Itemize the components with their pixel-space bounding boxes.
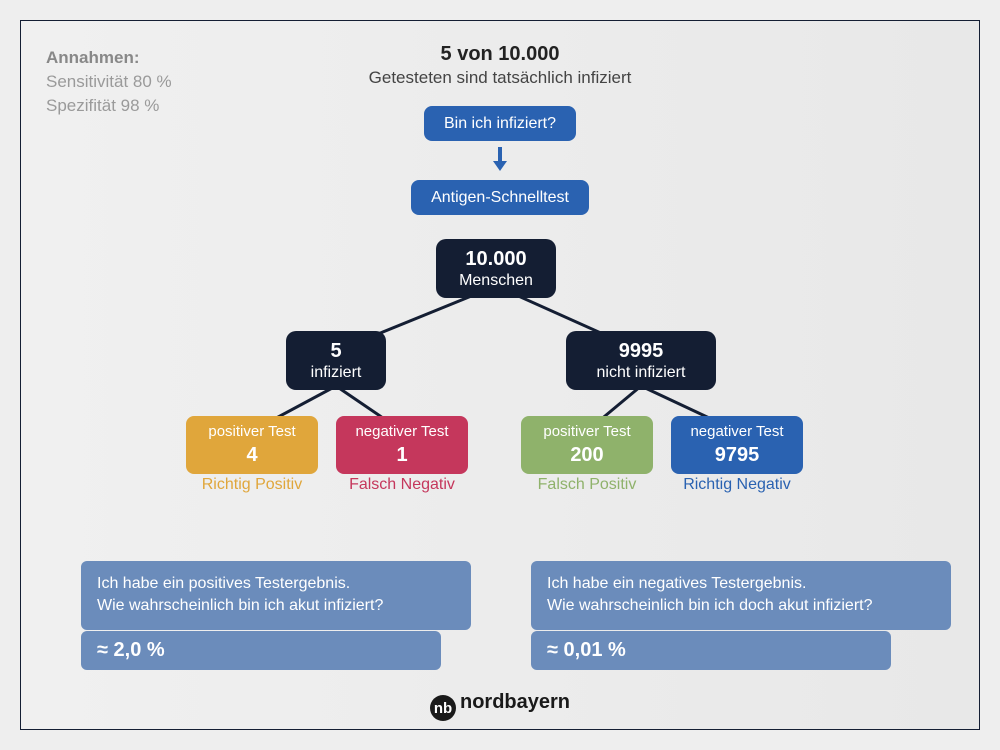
leaf-label: positiver Test xyxy=(208,423,295,440)
caption-true-positive: Richtig Positiv xyxy=(186,476,318,494)
question-chip: Bin ich infiziert? xyxy=(424,106,576,141)
title-block: 5 von 10.000 Getesteten sind tatsächlich… xyxy=(21,43,979,88)
result-pos-line1: Ich habe ein positives Testergebnis. xyxy=(97,573,455,595)
brand-name: nordbayern xyxy=(460,691,570,713)
frame: Annahmen: Sensitivität 80 % Spezifität 9… xyxy=(20,20,980,730)
result-positive-question: Ich habe ein positives Testergebnis. Wie… xyxy=(81,561,471,630)
leaf-label: negativer Test xyxy=(355,423,448,440)
leaf-false-negative: negativer Test 1 xyxy=(336,416,468,474)
title-sub: Getesteten sind tatsächlich infiziert xyxy=(21,68,979,88)
title-main: 5 von 10.000 xyxy=(21,43,979,66)
root-number: 10.000 xyxy=(450,247,542,271)
result-neg-line1: Ich habe ein negatives Testergebnis. xyxy=(547,573,935,595)
leaf-label: negativer Test xyxy=(690,423,783,440)
leaf-number: 200 xyxy=(529,442,645,468)
leaf-false-positive: positiver Test 200 xyxy=(521,416,653,474)
leaf-label: positiver Test xyxy=(543,423,630,440)
leaf-number: 9795 xyxy=(679,442,795,468)
not-infected-number: 9995 xyxy=(580,339,702,363)
leaf-true-negative: negativer Test 9795 xyxy=(671,416,803,474)
test-chip: Antigen-Schnelltest xyxy=(411,180,589,215)
root-label: Menschen xyxy=(459,272,533,289)
result-negative-value: ≈ 0,01 % xyxy=(531,631,891,670)
tree-infected: 5 infiziert xyxy=(286,331,386,390)
result-pos-line2: Wie wahrscheinlich bin ich akut infizier… xyxy=(97,595,455,617)
flow-block: Bin ich infiziert? Antigen-Schnelltest xyxy=(21,106,979,215)
brand-logo-icon: nb xyxy=(430,695,456,721)
leaf-true-positive: positiver Test 4 xyxy=(186,416,318,474)
tree-not-infected: 9995 nicht infiziert xyxy=(566,331,716,390)
brand: nbnordbayern xyxy=(21,691,979,722)
caption-false-positive: Falsch Positiv xyxy=(521,476,653,494)
result-neg-line2: Wie wahrscheinlich bin ich doch akut inf… xyxy=(547,595,935,617)
result-negative-question: Ich habe ein negatives Testergebnis. Wie… xyxy=(531,561,951,630)
caption-true-negative: Richtig Negativ xyxy=(671,476,803,494)
tree-root: 10.000 Menschen xyxy=(436,239,556,298)
infected-number: 5 xyxy=(300,339,372,363)
infected-label: infiziert xyxy=(311,364,362,381)
caption-false-negative: Falsch Negativ xyxy=(336,476,468,494)
arrow-down-icon xyxy=(21,145,979,178)
result-positive-value: ≈ 2,0 % xyxy=(81,631,441,670)
leaf-number: 1 xyxy=(344,442,460,468)
leaf-number: 4 xyxy=(194,442,310,468)
not-infected-label: nicht infiziert xyxy=(597,364,686,381)
